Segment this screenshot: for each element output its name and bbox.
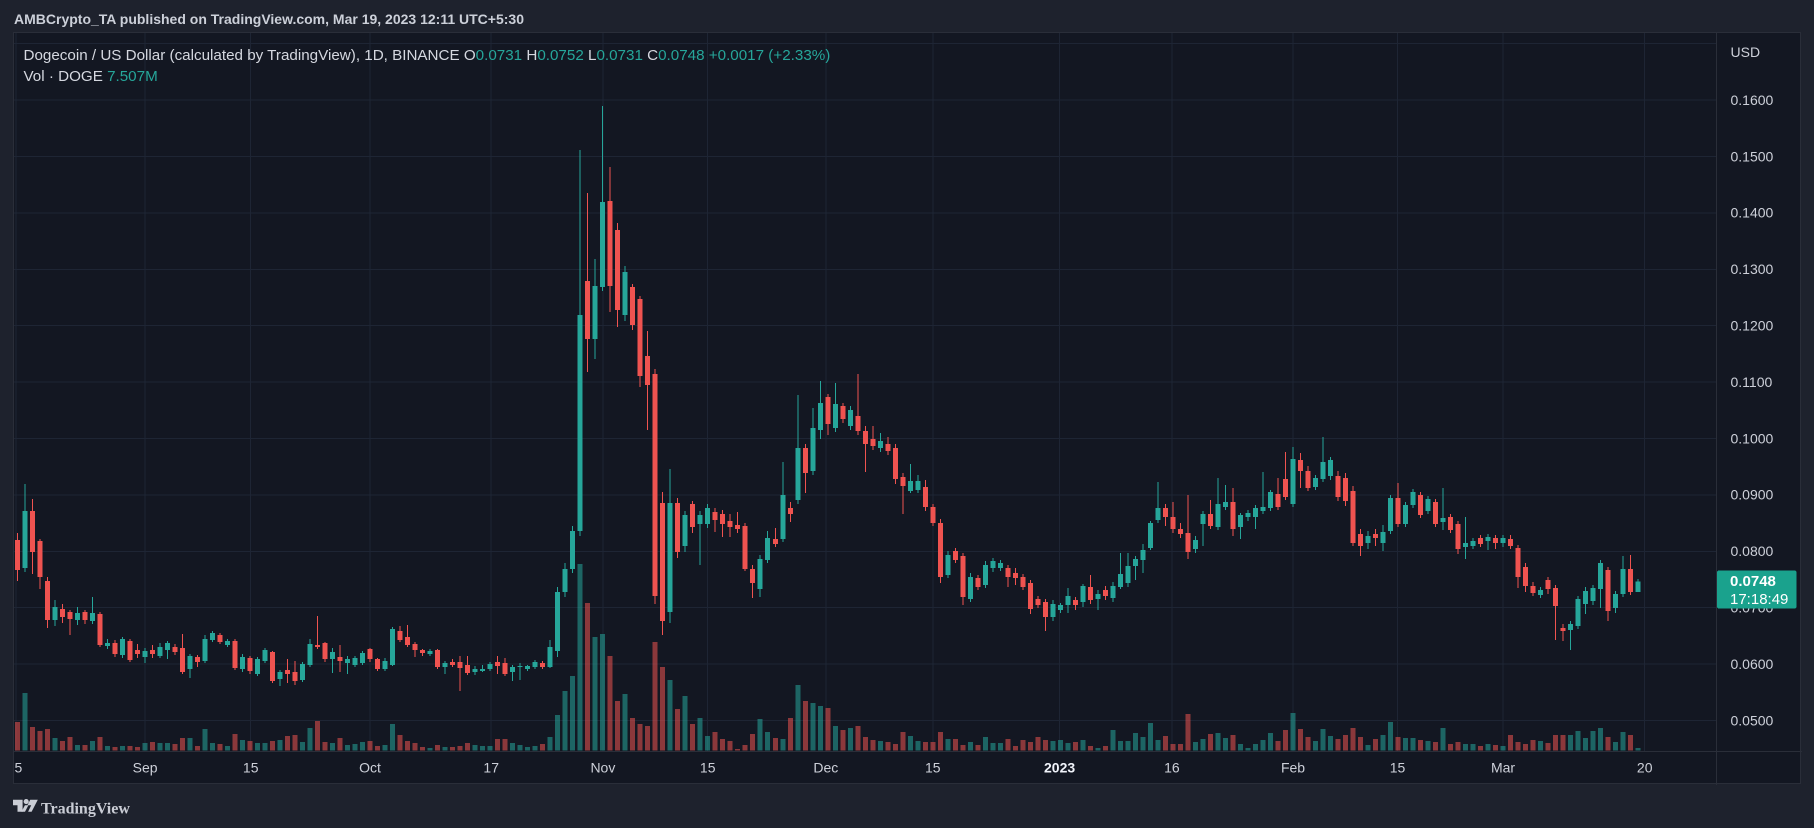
svg-text:15: 15 — [700, 760, 716, 776]
svg-text:Sep: Sep — [133, 760, 158, 776]
svg-text:17:18:49: 17:18:49 — [1730, 591, 1788, 608]
svg-text:0.0500: 0.0500 — [1731, 712, 1774, 728]
svg-text:5: 5 — [15, 760, 23, 776]
svg-text:15: 15 — [1390, 760, 1406, 776]
svg-text:0.1600: 0.1600 — [1731, 92, 1774, 108]
svg-text:Nov: Nov — [590, 760, 615, 776]
svg-text:0.1500: 0.1500 — [1731, 148, 1774, 164]
svg-text:0.1200: 0.1200 — [1731, 318, 1774, 334]
svg-text:16: 16 — [1164, 760, 1180, 776]
svg-text:2023: 2023 — [1044, 760, 1075, 776]
svg-text:Dogecoin / US Dollar (calculat: Dogecoin / US Dollar (calculated by Trad… — [24, 47, 831, 64]
svg-text:USD: USD — [1731, 44, 1761, 60]
svg-text:0.1100: 0.1100 — [1731, 374, 1773, 390]
svg-text:Mar: Mar — [1491, 760, 1515, 776]
svg-text:0.1000: 0.1000 — [1731, 430, 1774, 446]
svg-text:0.0900: 0.0900 — [1731, 487, 1774, 503]
svg-text:0.1300: 0.1300 — [1731, 261, 1774, 277]
svg-text:Oct: Oct — [359, 760, 381, 776]
svg-text:20: 20 — [1637, 760, 1653, 776]
svg-text:15: 15 — [925, 760, 941, 776]
svg-text:Vol · DOGE 7.507M: Vol · DOGE 7.507M — [24, 68, 158, 85]
svg-text:0.0748: 0.0748 — [1730, 573, 1776, 590]
svg-text:0.1400: 0.1400 — [1731, 205, 1774, 221]
svg-text:0.0800: 0.0800 — [1731, 543, 1774, 559]
svg-text:Dec: Dec — [813, 760, 838, 776]
svg-text:15: 15 — [243, 760, 259, 776]
svg-text:17: 17 — [483, 760, 499, 776]
svg-text:Feb: Feb — [1281, 760, 1305, 776]
svg-text:TradingView: TradingView — [41, 800, 130, 817]
svg-text:0.0600: 0.0600 — [1731, 656, 1774, 672]
